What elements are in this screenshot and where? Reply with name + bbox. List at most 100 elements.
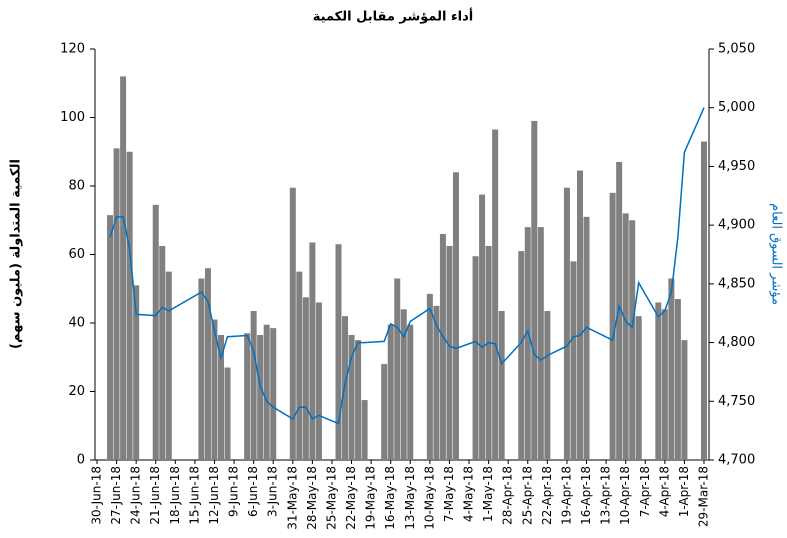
bar bbox=[531, 120, 538, 461]
bar bbox=[211, 319, 218, 460]
bar bbox=[355, 340, 362, 460]
bar bbox=[655, 302, 662, 460]
bar bbox=[361, 400, 368, 460]
bar bbox=[387, 324, 394, 460]
bar bbox=[492, 129, 499, 461]
bar bbox=[309, 242, 316, 460]
bar bbox=[498, 311, 505, 460]
x-tick-label: 16-Apr-18 bbox=[579, 466, 593, 525]
x-tick-label: 13-May-18 bbox=[403, 466, 417, 530]
bar bbox=[394, 278, 401, 460]
x-tick-label: 22-Apr-18 bbox=[540, 466, 554, 525]
bar bbox=[479, 194, 486, 460]
x-tick-label: 28-May-18 bbox=[305, 466, 319, 530]
bar bbox=[335, 244, 342, 460]
bar bbox=[257, 334, 264, 460]
x-tick-label: 15-Jun-18 bbox=[187, 466, 201, 525]
bar bbox=[701, 141, 707, 460]
bar bbox=[113, 148, 120, 460]
x-tick-label: 18-Jun-18 bbox=[168, 466, 182, 525]
y-tick-label: 60 bbox=[68, 247, 85, 262]
bar bbox=[296, 271, 303, 460]
bar bbox=[152, 204, 159, 460]
bar bbox=[576, 170, 583, 460]
bar bbox=[609, 192, 616, 460]
bar bbox=[198, 278, 205, 460]
bar bbox=[681, 340, 688, 460]
bar bbox=[315, 302, 322, 460]
x-tick-label: 16-May-18 bbox=[383, 466, 397, 530]
index-line bbox=[109, 107, 705, 425]
bar bbox=[204, 268, 211, 460]
x-tick-label: 13-Apr-18 bbox=[599, 466, 613, 525]
bar bbox=[518, 251, 525, 460]
x-tick-label: 31-May-18 bbox=[285, 466, 299, 530]
x-tick-label: 4-Apr-18 bbox=[657, 466, 671, 517]
y-tick-label: 0 bbox=[77, 453, 85, 468]
y2-tick-label: 4,750 bbox=[718, 394, 755, 409]
bar bbox=[452, 172, 459, 461]
bar bbox=[537, 227, 544, 460]
x-tick-label: 7-Apr-18 bbox=[638, 466, 652, 517]
y2-tick-label: 4,850 bbox=[718, 276, 755, 291]
bar bbox=[302, 297, 309, 460]
bar bbox=[244, 333, 251, 460]
y2-tick-label: 5,000 bbox=[718, 100, 755, 115]
chart-title: أداء المؤشر مقابل الكمية bbox=[313, 8, 473, 25]
y2-tick-label: 4,950 bbox=[718, 159, 755, 174]
bar bbox=[433, 305, 440, 460]
x-tick-label: 25-Apr-18 bbox=[520, 466, 534, 525]
x-tick-label: 10-May-18 bbox=[422, 466, 436, 530]
y-tick-label: 40 bbox=[68, 316, 85, 331]
bar bbox=[622, 213, 629, 460]
bar bbox=[400, 309, 407, 460]
y2-tick-label: 4,700 bbox=[718, 453, 755, 468]
x-tick-label: 6-Jun-18 bbox=[246, 466, 260, 517]
x-tick-label: 27-Jun-18 bbox=[109, 466, 123, 525]
bar bbox=[674, 299, 681, 460]
bar bbox=[126, 151, 133, 460]
x-tick-label: 19-May-18 bbox=[364, 466, 378, 530]
bar bbox=[263, 324, 270, 460]
x-tick-label: 7-May-18 bbox=[442, 466, 456, 522]
bar bbox=[381, 364, 388, 460]
bar bbox=[616, 162, 623, 460]
x-tick-label: 10-Apr-18 bbox=[618, 466, 632, 525]
bar bbox=[224, 367, 231, 460]
bar bbox=[159, 245, 166, 460]
bar bbox=[120, 76, 127, 461]
bar bbox=[485, 245, 492, 460]
bar bbox=[668, 278, 675, 460]
bar bbox=[289, 187, 296, 460]
bar bbox=[563, 187, 570, 460]
x-tick-label: 29-Mar-18 bbox=[697, 466, 711, 527]
bar bbox=[165, 271, 172, 460]
x-tick-label: 4-May-18 bbox=[462, 466, 476, 522]
bar bbox=[270, 328, 277, 460]
y2-tick-label: 5,050 bbox=[718, 42, 755, 57]
bar bbox=[524, 227, 531, 460]
bar bbox=[107, 215, 114, 460]
bar bbox=[348, 334, 355, 460]
x-tick-label: 1-Apr-18 bbox=[677, 466, 691, 517]
bar bbox=[629, 220, 636, 460]
bar bbox=[570, 261, 577, 460]
y2-axis-label: مؤشر السوق العام bbox=[769, 203, 784, 305]
bar bbox=[583, 216, 590, 460]
x-tick-label: 28-Apr-18 bbox=[501, 466, 515, 525]
bar bbox=[544, 311, 551, 460]
y-axis-label: الكمية المتداولة (مليون سهم) bbox=[9, 159, 24, 349]
x-tick-label: 19-Apr-18 bbox=[559, 466, 573, 525]
x-tick-label: 12-Jun-18 bbox=[207, 466, 221, 525]
x-tick-label: 22-May-18 bbox=[344, 466, 358, 530]
x-tick-label: 30-Jun-18 bbox=[90, 466, 104, 525]
bar bbox=[407, 324, 414, 460]
bar bbox=[133, 285, 140, 460]
x-tick-label: 9-Jun-18 bbox=[227, 466, 241, 517]
bar bbox=[426, 293, 433, 460]
x-tick-label: 3-Jun-18 bbox=[266, 466, 280, 517]
x-tick-label: 24-Jun-18 bbox=[129, 466, 143, 525]
bar bbox=[472, 256, 479, 460]
bar bbox=[218, 334, 225, 460]
